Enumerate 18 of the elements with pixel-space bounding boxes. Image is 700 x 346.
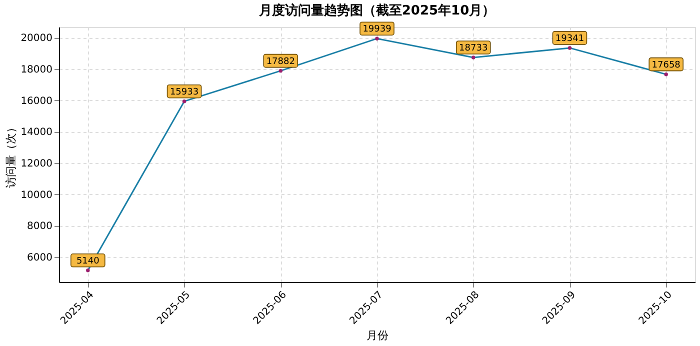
y-tick-label: 16000 (20, 96, 52, 107)
y-tick-label: 20000 (20, 33, 52, 44)
data-label: 15933 (170, 87, 199, 98)
y-tick-label: 12000 (20, 158, 52, 170)
data-label: 19341 (555, 34, 584, 44)
data-label: 17882 (266, 56, 295, 67)
chart-title: 月度访问量趋势图（截至2025年10月） (258, 2, 496, 19)
data-label: 18733 (459, 43, 488, 54)
data-label: 17658 (652, 60, 681, 70)
x-axis-title: 月份 (366, 329, 388, 342)
y-tick-label: 10000 (20, 190, 52, 201)
y-axis-title: 访问量（次） (4, 122, 18, 188)
y-tick-label: 14000 (20, 127, 52, 138)
data-label: 5140 (76, 256, 100, 266)
y-tick-label: 6000 (27, 252, 52, 264)
y-tick-label: 18000 (20, 64, 52, 76)
y-tick-label: 8000 (27, 221, 52, 232)
data-label: 19939 (362, 24, 392, 35)
